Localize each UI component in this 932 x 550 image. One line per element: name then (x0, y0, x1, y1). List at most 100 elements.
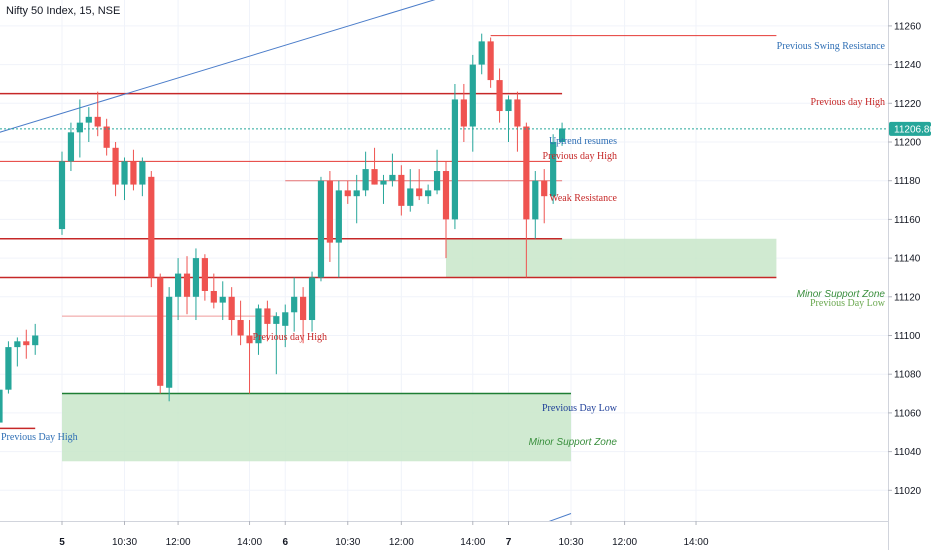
support-zones (62, 238, 777, 462)
candle-up (308, 277, 316, 321)
time-tick-label: 14:00 (684, 537, 709, 548)
previous-day-low-upper-label: Previous Day Low (810, 298, 886, 309)
candle-down (210, 290, 217, 303)
candle-up (451, 99, 459, 220)
previous-swing-resistance-label: Previous Swing Resistance (777, 41, 886, 52)
candle-up (505, 99, 512, 112)
candle-up (255, 308, 262, 344)
candle-down (460, 99, 467, 127)
candle-up (380, 180, 387, 185)
time-tick-label: 10:30 (112, 537, 137, 548)
price-tick-label: 11080 (894, 370, 922, 381)
time-tick-label: 14:00 (460, 537, 485, 548)
price-axis-ticks: 11020 11040 11060 11080 11100 11120 11140 11160… (888, 21, 922, 497)
candle-down (94, 116, 101, 127)
price-tick-label: 11200 (894, 138, 922, 149)
price-tick-label: 11100 (894, 331, 921, 342)
candle-up (174, 273, 182, 297)
candle-up (192, 258, 200, 297)
candle-down (23, 341, 30, 346)
previous-day-high-left-label: Previous Day High (1, 432, 78, 443)
previous-day-low-lower-label: Previous Day Low (542, 403, 618, 414)
candle-up (273, 316, 280, 324)
candle-up (121, 161, 128, 185)
candle-down (416, 188, 423, 197)
candle-down (246, 335, 253, 344)
candle-down (371, 169, 378, 185)
candle-up (335, 190, 342, 243)
previous-day-high-mid-label: Previous day High (543, 151, 617, 162)
time-axis-ticks: 5 10:30 12:00 14:00 6 10:30 12:00 14:00 7 10:30 12… (59, 521, 709, 548)
weak-resistance-label: Weak Resistance (549, 193, 617, 204)
candles (0, 33, 566, 423)
candle-up (407, 188, 414, 206)
candle-down (201, 258, 208, 291)
time-tick-label: 7 (506, 537, 512, 548)
minor-support-zone-lower-label: Minor Support Zone (529, 437, 618, 448)
candle-up (139, 161, 146, 185)
candle-up (14, 341, 21, 348)
candle-up (389, 174, 396, 181)
candle-down (442, 171, 450, 220)
time-tick-label: 10:30 (335, 537, 360, 548)
time-tick-label: 6 (282, 537, 288, 548)
candle-up (478, 41, 485, 65)
annotation-labels: Previous Swing Resistance Previous day Hi… (1, 41, 886, 448)
candle-down (300, 296, 307, 321)
candle-up (58, 161, 66, 230)
current-price-badge (889, 121, 931, 136)
price-tick-label: 11140 (894, 254, 921, 265)
price-axis-background (888, 0, 932, 550)
candle-down (264, 308, 271, 324)
time-tick-label: 12:00 (389, 537, 414, 548)
candle-down (541, 180, 548, 197)
candle-up (353, 190, 360, 197)
previous-day-high-lower-label: Previous day High (253, 332, 327, 343)
candle-up (0, 389, 3, 423)
candle-down (103, 126, 110, 148)
minor-support-zone-lower (62, 393, 572, 462)
time-axis-background (0, 521, 888, 550)
candle-up (469, 64, 476, 127)
candle-up (282, 312, 289, 326)
candle-up (425, 190, 432, 197)
candle-down (326, 180, 333, 243)
candle-down (157, 277, 164, 386)
price-tick-label: 11180 (894, 176, 921, 187)
candle-up (291, 296, 298, 313)
candle-up (433, 171, 441, 191)
candle-down (523, 126, 530, 220)
candle-down (183, 273, 191, 297)
time-tick-label: 5 (59, 537, 65, 548)
time-tick-label: 12:00 (612, 537, 637, 548)
candle-up (5, 347, 12, 390)
price-tick-label: 11060 (894, 408, 922, 419)
candle-up (362, 169, 369, 191)
candle-down (228, 296, 235, 321)
candle-down (398, 174, 405, 206)
price-tick-label: 11020 (894, 486, 922, 497)
candle-down (344, 190, 351, 197)
candle-up (219, 296, 226, 303)
candle-down (130, 161, 137, 185)
uptrend-resumes-label: Uptrend resumes (549, 136, 617, 147)
time-tick-label: 14:00 (237, 537, 262, 548)
candle-up (32, 335, 39, 346)
price-tick-label: 11220 (894, 99, 922, 110)
candle-down (112, 147, 119, 185)
candle-up (550, 142, 557, 197)
minor-support-zone-upper-label: Minor Support Zone (797, 289, 886, 300)
price-tick-label: 11120 (894, 292, 921, 303)
previous-day-high-upper-label: Previous day High (811, 97, 885, 108)
candle-down (496, 80, 503, 112)
candle-down (237, 320, 244, 336)
candle-up (85, 116, 92, 123)
time-tick-label: 10:30 (558, 537, 583, 548)
candle-down (148, 176, 155, 278)
price-tick-label: 11260 (894, 21, 922, 32)
candle-up (67, 132, 75, 162)
candle-down (514, 99, 521, 127)
minor-support-zone-upper (445, 238, 777, 278)
candle-up (76, 122, 83, 133)
